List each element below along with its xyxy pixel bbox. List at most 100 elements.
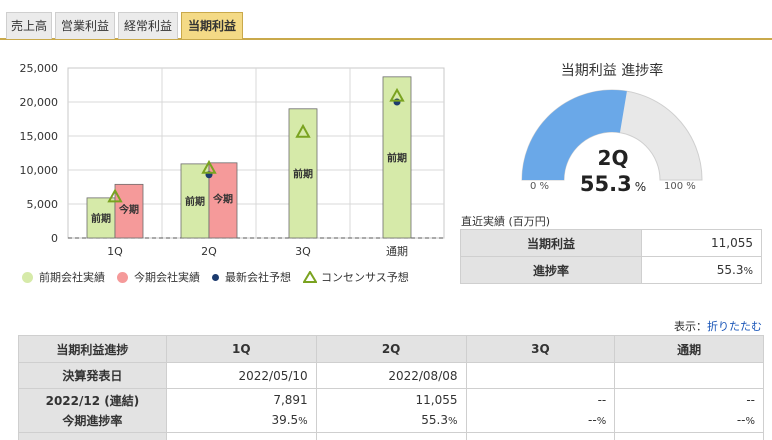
legend-label-prev-actual: 前期会社実績 [39, 271, 105, 284]
tab-ordinary-profit[interactable]: 経常利益 [118, 12, 178, 39]
period-rate-1q: 39.5 [271, 412, 299, 427]
display-toggle-prefix: 表示： [674, 320, 707, 333]
period-label-cell: 2022/12 (連結) 今期進捗率 [18, 388, 167, 433]
period-cell-2q: 11,055 55.3% [315, 388, 467, 433]
partial-row-cell [18, 432, 167, 440]
progress-header-row: 当期利益進捗 1Q 2Q 3Q 通期 [18, 335, 764, 363]
gauge-fill [522, 90, 627, 180]
x-tick-label: 2Q [201, 245, 217, 258]
latest-progress-row: 進捗率 55.3% [460, 256, 762, 284]
partial-row-cell [165, 432, 317, 440]
period-progress-row: 2022/12 (連結) 今期進捗率 7,891 39.5% 11,055 55.3%… [18, 388, 764, 433]
latest-progress-value: 55.3 [716, 263, 744, 277]
y-tick-label: 15,000 [20, 130, 59, 143]
consensus-marker-3 [295, 123, 311, 138]
bar-label-prev-3: 前期 [293, 167, 313, 180]
bar-label-prev-4: 前期 [387, 151, 407, 164]
bar-label-prev-1: 前期 [91, 212, 111, 225]
gauge-percent-unit: % [634, 180, 647, 194]
partial-row-cell [614, 432, 764, 440]
y-tick-label: 25,000 [20, 62, 59, 75]
rate-unit: % [298, 415, 308, 427]
legend-item-prev-actual: 前期会社実績 [22, 269, 105, 285]
x-tick-label: 通期 [386, 245, 408, 258]
period-value-1q: 7,891 [273, 392, 308, 407]
header-full-year: 通期 [614, 335, 764, 363]
bar-label-curr-2: 今期 [212, 192, 233, 205]
header-3q: 3Q [465, 335, 616, 363]
rate-unit: % [745, 415, 755, 427]
announce-date-1q: 2022/05/10 [165, 362, 317, 389]
period-value-2q: 11,055 [415, 392, 458, 407]
forecast-marker-4 [393, 98, 401, 106]
y-tick-label: 10,000 [20, 164, 59, 177]
announce-date-2q: 2022/08/08 [315, 362, 467, 389]
latest-progress-label: 進捗率 [460, 256, 642, 284]
latest-progress-cell: 55.3% [641, 256, 762, 284]
x-tick-label: 1Q [107, 245, 123, 258]
period-rate-2q: 55.3 [421, 412, 448, 427]
latest-profit-label: 当期利益 [460, 229, 642, 257]
y-tick-label: 5,000 [27, 198, 59, 211]
consensus-marker-1 [107, 188, 123, 203]
bar-prev-1 [86, 197, 116, 239]
announce-date-full-year [614, 362, 764, 389]
consensus-marker-4 [389, 87, 405, 102]
partial-row-cell [465, 432, 616, 440]
period-cell-1q: 7,891 39.5% [165, 388, 317, 433]
gauge-min-label: 0 % [530, 181, 550, 192]
period-rate-3q: -- [588, 412, 597, 427]
period-rate-full-year: -- [736, 412, 746, 427]
legend-label-latest-forecast: 最新会社予想 [225, 271, 291, 284]
gauge-quarter: 2Q [597, 146, 629, 170]
y-tick-label: 20,000 [20, 96, 59, 109]
triangle-icon [303, 271, 317, 283]
gauge-percent-value: 55.3 [579, 172, 632, 196]
gauge-percent: 55.3% [563, 172, 663, 196]
bar-label-curr-1: 今期 [118, 203, 139, 216]
legend-marker-latest-forecast [212, 273, 219, 281]
period-rate-label: 今期進捗率 [62, 413, 123, 428]
period-label: 2022/12 (連結) [45, 393, 140, 408]
period-value-full-year: -- [746, 392, 755, 407]
latest-progress-unit: % [743, 266, 753, 277]
display-toggle: 表示：折りたたむ [674, 318, 762, 334]
header-progress: 当期利益進捗 [18, 335, 167, 363]
legend-label-consensus: コンセンサス予想 [321, 271, 409, 284]
announce-date-3q [465, 362, 616, 389]
rate-unit: % [448, 415, 458, 427]
legend-item-latest-forecast: 最新会社予想 [212, 269, 291, 285]
progress-gauge [521, 89, 703, 181]
partial-row-cell [315, 432, 467, 440]
chart-legend: 前期会社実績 今期会社実績 最新会社予想 コンセンサス予想 [22, 268, 421, 286]
period-cell-full-year: -- --% [614, 388, 764, 433]
profit-progress-table: 当期利益進捗 1Q 2Q 3Q 通期 決算発表日 2022/05/10 2022… [18, 335, 764, 440]
header-2q: 2Q [315, 335, 467, 363]
announce-date-row: 決算発表日 2022/05/10 2022/08/08 [18, 362, 764, 389]
period-cell-3q: -- --% [465, 388, 616, 433]
tab-net-profit[interactable]: 当期利益 [181, 12, 243, 39]
latest-profit-value: 11,055 [641, 229, 762, 257]
latest-results-table: 当期利益 11,055 進捗率 55.3% [460, 229, 762, 284]
tab-sales[interactable]: 売上高 [6, 12, 52, 39]
x-tick-label: 3Q [295, 245, 311, 258]
tab-operating-profit[interactable]: 営業利益 [55, 12, 115, 39]
bar-curr-2 [208, 162, 238, 239]
header-1q: 1Q [165, 335, 317, 363]
consensus-marker-2 [201, 159, 217, 174]
bar-curr-1 [114, 183, 144, 239]
gauge-max-label: 100 % [664, 181, 696, 192]
progress-table-row-partial [18, 432, 764, 440]
latest-profit-row: 当期利益 11,055 [460, 229, 762, 257]
legend-marker-prev-actual [22, 271, 33, 283]
tab-bar: 売上高 営業利益 経常利益 当期利益 [0, 0, 772, 40]
legend-label-curr-actual: 今期会社実績 [134, 271, 200, 284]
legend-item-curr-actual: 今期会社実績 [117, 269, 200, 285]
collapse-link[interactable]: 折りたたむ [707, 320, 762, 333]
legend-item-consensus: コンセンサス予想 [303, 269, 409, 285]
bar-prev-3 [288, 108, 318, 239]
gauge-title: 当期利益 進捗率 [560, 63, 664, 79]
latest-results-caption: 直近実績 (百万円) [461, 215, 551, 228]
rate-unit: % [596, 415, 607, 427]
